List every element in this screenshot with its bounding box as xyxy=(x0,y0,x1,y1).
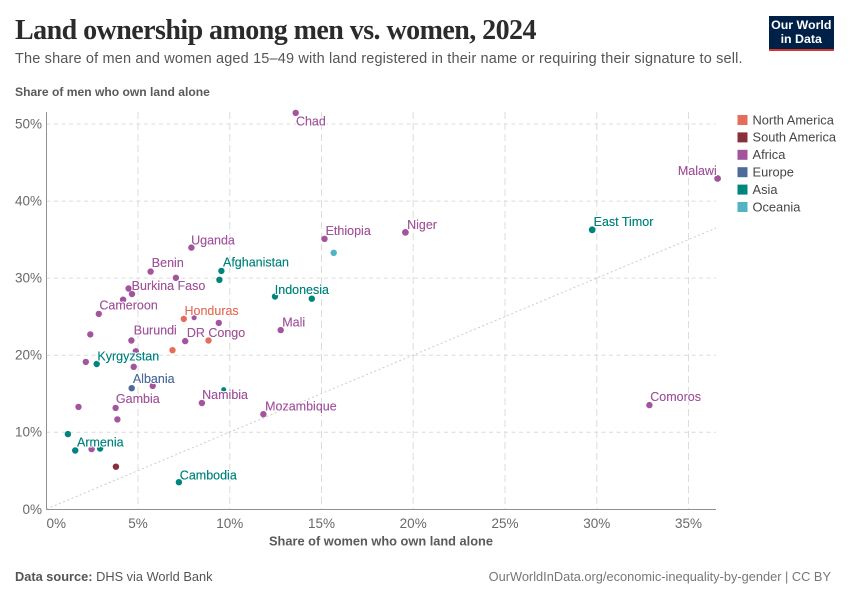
svg-text:North America: North America xyxy=(753,112,835,127)
svg-text:0%: 0% xyxy=(22,502,42,517)
svg-text:Niger: Niger xyxy=(407,218,437,232)
svg-text:30%: 30% xyxy=(15,271,42,286)
svg-text:Uganda: Uganda xyxy=(191,234,235,248)
svg-text:Cambodia: Cambodia xyxy=(180,469,237,483)
svg-text:DR Congo: DR Congo xyxy=(187,326,245,340)
svg-text:0%: 0% xyxy=(47,516,67,531)
svg-text:Afghanistan: Afghanistan xyxy=(223,256,289,270)
svg-text:Namibia: Namibia xyxy=(202,388,248,402)
svg-text:Namibia: Namibia xyxy=(202,388,248,402)
svg-text:Armenia: Armenia xyxy=(77,436,124,450)
svg-text:Niger: Niger xyxy=(407,218,437,232)
svg-text:Kyrgyzstan: Kyrgyzstan xyxy=(97,350,159,364)
svg-text:20%: 20% xyxy=(15,348,42,363)
svg-text:Albania: Albania xyxy=(133,372,175,386)
svg-text:Indonesia: Indonesia xyxy=(275,283,329,297)
svg-text:Burundi: Burundi xyxy=(134,324,177,338)
svg-text:Honduras: Honduras xyxy=(184,304,238,318)
svg-text:Burundi: Burundi xyxy=(134,324,177,338)
svg-text:5%: 5% xyxy=(128,516,148,531)
svg-text:Benin: Benin xyxy=(152,256,184,270)
svg-text:Benin: Benin xyxy=(152,256,184,270)
svg-text:Ethiopia: Ethiopia xyxy=(326,224,371,238)
svg-text:South America: South America xyxy=(753,130,837,145)
svg-text:Gambia: Gambia xyxy=(116,392,160,406)
svg-text:Kyrgyzstan: Kyrgyzstan xyxy=(97,350,159,364)
svg-text:DR Congo: DR Congo xyxy=(187,326,245,340)
svg-text:20%: 20% xyxy=(400,516,427,531)
svg-text:Comoros: Comoros xyxy=(650,390,701,404)
svg-text:Uganda: Uganda xyxy=(191,234,235,248)
svg-text:25%: 25% xyxy=(491,516,518,531)
svg-text:Indonesia: Indonesia xyxy=(275,283,329,297)
svg-text:East Timor: East Timor xyxy=(594,215,654,229)
svg-text:Armenia: Armenia xyxy=(77,436,124,450)
svg-text:Ethiopia: Ethiopia xyxy=(326,224,371,238)
svg-text:35%: 35% xyxy=(675,516,702,531)
svg-text:Comoros: Comoros xyxy=(650,390,701,404)
svg-text:40%: 40% xyxy=(15,194,42,209)
svg-text:Malawi: Malawi xyxy=(678,164,717,178)
svg-text:Europe: Europe xyxy=(753,165,794,180)
svg-text:Asia: Asia xyxy=(753,182,779,197)
svg-text:Share of women who own land al: Share of women who own land alone xyxy=(269,534,493,549)
svg-text:Burkina Faso: Burkina Faso xyxy=(132,279,206,293)
svg-text:50%: 50% xyxy=(15,117,42,132)
svg-text:Chad: Chad xyxy=(296,114,326,128)
svg-text:10%: 10% xyxy=(15,425,42,440)
svg-text:Cameroon: Cameroon xyxy=(99,299,157,313)
svg-text:Mozambique: Mozambique xyxy=(265,400,337,414)
svg-text:Cameroon: Cameroon xyxy=(99,299,157,313)
svg-text:Oceania: Oceania xyxy=(753,199,802,214)
svg-text:Mozambique: Mozambique xyxy=(265,400,337,414)
svg-text:10%: 10% xyxy=(216,516,243,531)
svg-text:Cambodia: Cambodia xyxy=(180,469,237,483)
svg-text:Albania: Albania xyxy=(133,372,175,386)
svg-text:Africa: Africa xyxy=(753,147,787,162)
svg-text:Afghanistan: Afghanistan xyxy=(223,256,289,270)
svg-text:Burkina Faso: Burkina Faso xyxy=(132,279,206,293)
svg-text:Mali: Mali xyxy=(282,315,305,329)
svg-text:Honduras: Honduras xyxy=(184,304,238,318)
svg-text:Mali: Mali xyxy=(282,315,305,329)
svg-text:15%: 15% xyxy=(308,516,335,531)
svg-text:Gambia: Gambia xyxy=(116,392,160,406)
svg-text:Chad: Chad xyxy=(296,114,326,128)
svg-text:30%: 30% xyxy=(583,516,610,531)
svg-text:East Timor: East Timor xyxy=(594,215,654,229)
svg-text:Malawi: Malawi xyxy=(678,164,717,178)
